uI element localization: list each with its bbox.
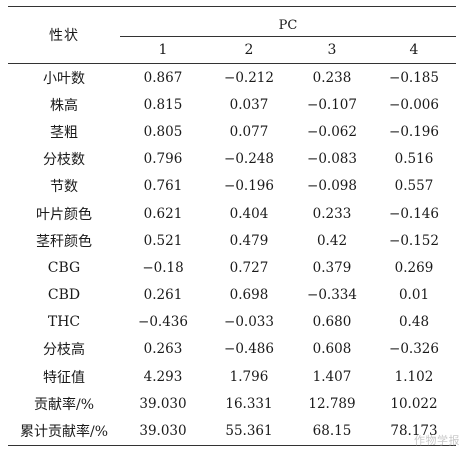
pc-column-header-3: 3 [292,36,372,64]
cell-pc1: 39.030 [139,395,187,412]
table-row: 茎秆颜色 0.521 0.479 0.42 −0.152 [8,227,456,254]
table-row: 贡献率/% 39.030 16.331 12.789 10.022 [8,390,456,417]
cell-pc3: −0.107 [307,96,357,113]
row-label: 累计贡献率/% [8,417,120,446]
cell-pc2: 55.361 [206,417,292,446]
cell-pc1: 0.867 [143,69,183,86]
cell-pc3: −0.334 [307,287,357,304]
cell-pc3: −0.083 [307,151,357,168]
cell-pc2: 0.037 [229,96,269,113]
row-label: 小叶数 [43,70,85,87]
cell-pc3: 0.42 [316,232,348,249]
table-row: THC −0.436 −0.033 0.680 0.48 [8,309,456,336]
cell-pc4: −0.146 [389,205,439,222]
row-label: 茎粗 [50,124,78,141]
cell-pc2: 0.077 [229,123,269,140]
cell-pc4: −0.152 [389,232,439,249]
cell-pc4: 0.269 [394,259,434,276]
cell-pc4: 78.173 [372,417,457,446]
cell-pc1: 0.761 [143,178,183,195]
table-row: 节数 0.761 −0.196 −0.098 0.557 [8,173,456,200]
cell-pc2: 16.331 [225,395,273,412]
table-body: 小叶数 0.867 −0.212 0.238 −0.185 株高 0.815 0.037 −0.… [8,64,457,446]
cell-pc3: 0.608 [312,341,352,358]
cell-pc1: 0.815 [143,96,183,113]
cell-pc2: −0.212 [224,69,274,86]
row-label: 分枝数 [43,152,85,169]
row-label: CBD [47,287,81,304]
cell-pc1: 0.263 [143,341,183,358]
cell-pc1: 0.796 [143,151,183,168]
table-row: 累计贡献率/% 39.030 55.361 68.15 78.173 [8,417,457,446]
cell-pc2: 0.727 [229,259,269,276]
cell-pc4: −0.196 [389,123,439,140]
table-row: CBG −0.18 0.727 0.379 0.269 [8,254,456,281]
watermark-text: 作物学报 [414,434,460,447]
table-row: 特征值 4.293 1.796 1.407 1.102 [8,363,456,390]
pc-column-header-1: 1 [120,36,206,64]
cell-pc1: 0.261 [143,287,183,304]
cell-pc2: 0.404 [229,205,269,222]
cell-pc1: 4.293 [143,368,183,385]
cell-pc2: −0.486 [224,341,274,358]
cell-pc4: −0.185 [389,69,439,86]
row-label: 茎秆颜色 [36,233,92,250]
cell-pc3: 68.15 [292,417,372,446]
row-label: 节数 [50,179,78,196]
pca-loadings-table: 性状 PC 1 2 3 4 小叶数 0.867 −0.212 0.238 −0.185 株… [8,6,457,446]
cell-pc4: 0.516 [394,151,434,168]
trait-column-header: 性状 [8,6,120,64]
cell-pc1: −0.18 [142,259,184,276]
cell-pc2: −0.248 [224,151,274,168]
row-label: 特征值 [43,369,85,386]
row-label: 贡献率/% [33,396,95,413]
cell-pc1: 0.521 [143,232,183,249]
cell-pc1: 39.030 [120,417,206,446]
cell-pc4: 10.022 [390,395,438,412]
cell-pc3: 12.789 [308,395,356,412]
cell-pc1: 0.805 [143,123,183,140]
table-row: 叶片颜色 0.621 0.404 0.233 −0.146 [8,200,456,227]
table-header: 性状 PC 1 2 3 4 [8,6,457,64]
cell-pc3: 0.680 [312,314,352,331]
cell-pc1: −0.436 [138,314,188,331]
cell-pc3: −0.098 [307,178,357,195]
cell-pc4: −0.006 [389,96,439,113]
cell-pc4: 0.557 [394,178,434,195]
table-row: CBD 0.261 0.698 −0.334 0.01 [8,282,456,309]
cell-pc2: 0.479 [229,232,269,249]
row-label: 叶片颜色 [36,206,92,223]
table-row: 分枝高 0.263 −0.486 0.608 −0.326 [8,336,456,363]
cell-pc3: −0.062 [307,123,357,140]
pc-group-header: PC [120,6,457,37]
cell-pc2: −0.033 [224,314,274,331]
pca-loadings-table-container: 性状 PC 1 2 3 4 小叶数 0.867 −0.212 0.238 −0.185 株… [8,6,457,446]
cell-pc4: 0.01 [398,287,430,304]
cell-pc2: −0.196 [224,178,274,195]
row-label: THC [47,314,81,331]
cell-pc2: 0.698 [229,287,269,304]
row-label: CBG [47,259,81,276]
cell-pc4: 1.102 [394,368,434,385]
table-row: 分枝数 0.796 −0.248 −0.083 0.516 [8,146,456,173]
pc-column-header-2: 2 [206,36,292,64]
cell-pc4: −0.326 [389,341,439,358]
cell-pc3: 0.233 [312,205,352,222]
row-label: 株高 [50,97,78,114]
cell-pc3: 0.238 [312,69,352,86]
table-row: 茎粗 0.805 0.077 −0.062 −0.196 [8,118,456,145]
table-row: 株高 0.815 0.037 −0.107 −0.006 [8,91,456,118]
cell-pc1: 0.621 [143,205,183,222]
pc-column-header-4: 4 [372,36,457,64]
row-label: 分枝高 [43,342,85,359]
table-row: 小叶数 0.867 −0.212 0.238 −0.185 [8,64,456,92]
cell-pc4: 0.48 [398,314,430,331]
cell-pc2: 1.796 [229,368,269,385]
cell-pc3: 1.407 [312,368,352,385]
cell-pc3: 0.379 [312,259,352,276]
